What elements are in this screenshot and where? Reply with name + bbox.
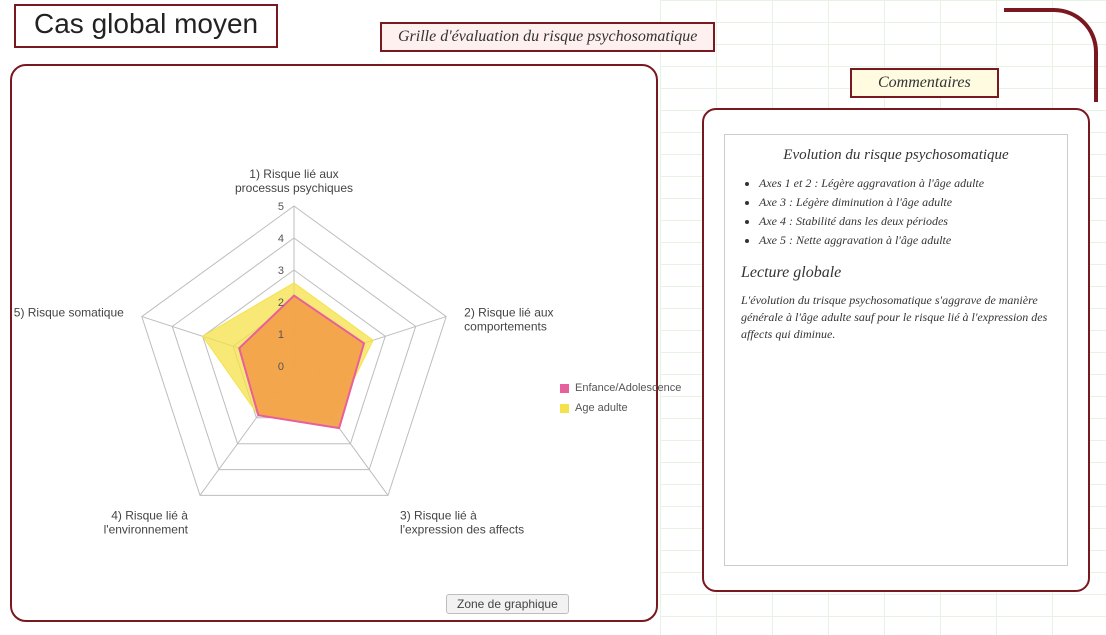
radar-chart-frame: 0 1 2 3 4 5 1) Risque lié auxprocessus psychiq…	[10, 64, 658, 622]
svg-text:0: 0	[278, 361, 284, 373]
svg-text:3: 3	[278, 265, 284, 277]
svg-text:4) Risque lié à: 4) Risque lié à	[111, 508, 188, 522]
svg-text:processus psychiques: processus psychiques	[235, 181, 353, 195]
comments-text-box: Evolution du risque psychosomatique Axes…	[724, 134, 1068, 566]
comments-bullet-list: Axes 1 et 2 : Légère aggravation à l'âge…	[741, 176, 1051, 248]
svg-text:2: 2	[278, 297, 284, 309]
comments-frame: Evolution du risque psychosomatique Axes…	[702, 108, 1090, 592]
comments-paragraph: L'évolution du trisque psychosomatique s…	[741, 292, 1051, 342]
list-item: Axe 4 : Stabilité dans les deux périodes	[759, 214, 1051, 229]
svg-text:3) Risque lié à: 3) Risque lié à	[400, 508, 477, 522]
corner-decoration	[1004, 8, 1098, 102]
legend-item: Enfance/Adolescence	[560, 382, 681, 394]
grille-heading: Grille d'évaluation du risque psychosoma…	[380, 22, 715, 52]
comments-subheading: Lecture globale	[741, 264, 1051, 282]
list-item: Axes 1 et 2 : Légère aggravation à l'âge…	[759, 176, 1051, 191]
page-title: Cas global moyen	[14, 4, 278, 48]
commentaires-heading: Commentaires	[850, 68, 999, 98]
legend-swatch	[560, 384, 569, 393]
svg-text:1: 1	[278, 329, 284, 341]
svg-text:l'expression des affects: l'expression des affects	[400, 522, 524, 536]
svg-text:5: 5	[278, 201, 284, 213]
page-root: Cas global moyen Grille d'évaluation du …	[0, 0, 1106, 635]
svg-text:2) Risque lié aux: 2) Risque lié aux	[464, 306, 553, 320]
legend-swatch	[560, 404, 569, 413]
radar-chart: 0 1 2 3 4 5 1) Risque lié auxprocessus psychiq…	[12, 66, 660, 624]
svg-text:4: 4	[278, 233, 284, 245]
svg-text:l'environnement: l'environnement	[104, 522, 189, 536]
legend-item: Age adulte	[560, 402, 681, 414]
legend-label: Age adulte	[575, 402, 628, 414]
zone-de-graphique-button[interactable]: Zone de graphique	[446, 594, 569, 614]
svg-text:1) Risque lié aux: 1) Risque lié aux	[249, 167, 338, 181]
list-item: Axe 5 : Nette aggravation à l'âge adulte	[759, 233, 1051, 248]
list-item: Axe 3 : Légère diminution à l'âge adulte	[759, 195, 1051, 210]
legend-label: Enfance/Adolescence	[575, 382, 681, 394]
comments-title: Evolution du risque psychosomatique	[741, 147, 1051, 164]
radar-legend: Enfance/Adolescence Age adulte	[560, 382, 681, 422]
svg-text:comportements: comportements	[464, 320, 547, 334]
svg-text:5) Risque somatique: 5) Risque somatique	[14, 306, 124, 320]
